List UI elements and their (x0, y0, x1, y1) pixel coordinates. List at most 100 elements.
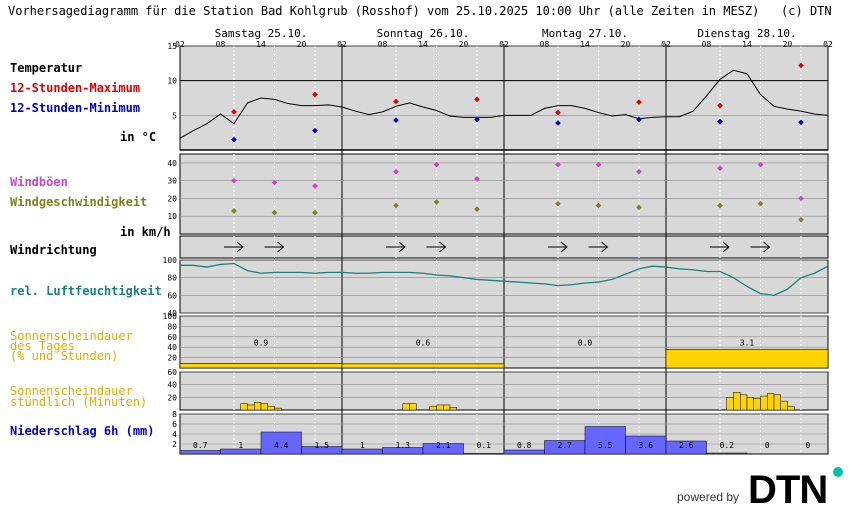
y-tick-label-wind: 30 (167, 177, 177, 186)
wind-direction-arrow (264, 241, 285, 253)
sun-hourly-bar (240, 403, 248, 411)
y-tick-label-temp: 15 (167, 42, 177, 51)
label-temperature: Temperatur (10, 61, 83, 75)
hour-tick-label: 14 (256, 40, 266, 49)
gust-marker (636, 168, 642, 175)
hour-tick-label: 20 (621, 40, 631, 49)
precip-label: 0.1 (477, 441, 492, 450)
y-tick-label-sun-daily: 60 (167, 333, 177, 342)
sun-daily-label: 0.9 (254, 339, 269, 348)
precip-bar (706, 452, 748, 455)
sun-hourly-bar (274, 407, 282, 411)
tmax-marker (717, 102, 723, 109)
windspeed-marker (798, 216, 804, 223)
tmin-marker (717, 118, 723, 125)
dtn-logo-text: DTN (748, 468, 828, 512)
label-tmax: 12-Stunden-Maximum (10, 81, 141, 95)
label-sun-daily-2: des Tages (10, 339, 76, 353)
y-tick-label-sun-hourly: 40 (167, 381, 177, 390)
windspeed-marker (757, 200, 764, 207)
gust-marker (433, 161, 440, 168)
tmin-marker (312, 127, 318, 134)
hour-tick-label: 08 (540, 40, 550, 49)
day-label: Dienstag 28.10. (697, 27, 796, 40)
dtn-logo: DTN (748, 468, 828, 513)
y-tick-label-humidity: 60 (167, 291, 177, 300)
hour-tick-label: 14 (580, 40, 590, 49)
sun-hourly-bar (787, 405, 795, 411)
tmin-marker (798, 119, 804, 126)
sun-daily-bar (179, 363, 343, 369)
label-precip: Niederschlag 6h (mm) (10, 424, 155, 438)
sun-daily-label: 3.1 (740, 339, 755, 348)
hour-tick-label: 14 (742, 40, 752, 49)
y-tick-label-precip: 6 (172, 420, 177, 429)
tmin-marker (555, 120, 561, 126)
precip-bar (179, 450, 221, 455)
y-tick-label-wind: 20 (167, 194, 177, 203)
day-label: Samstag 25.10. (215, 27, 308, 40)
precip-label: 1.5 (315, 441, 330, 450)
precip-label: 1 (360, 441, 365, 450)
precip-label: 2.1 (436, 441, 451, 450)
sun-daily-bar (665, 348, 829, 369)
sun-daily-label: 0.6 (416, 339, 431, 348)
hour-tick-label: 08 (216, 40, 226, 49)
precip-label: 0.7 (193, 441, 208, 450)
tmax-marker (231, 109, 237, 115)
y-tick-label-precip: 8 (172, 410, 177, 419)
wind-direction-arrow (426, 241, 447, 253)
y-tick-label-sun-daily: 20 (167, 354, 177, 363)
day-label: Sonntag 26.10. (377, 27, 470, 40)
hour-tick-label: 08 (702, 40, 712, 49)
sun-hourly-bar (247, 404, 255, 411)
tmin-marker (636, 116, 642, 123)
gust-marker (595, 161, 602, 168)
wind-direction-arrow (710, 241, 730, 253)
sun-hourly-bar (254, 402, 262, 411)
y-tick-label-temp: 10 (167, 77, 177, 86)
tmax-marker (393, 98, 399, 105)
sun-hourly-bar (733, 392, 741, 411)
y-tick-label-temp: 5 (172, 111, 177, 120)
precip-bar (665, 440, 707, 455)
y-tick-label-sun-hourly: 20 (167, 393, 177, 402)
humidity-line (180, 262, 829, 297)
y-tick-label-sun-daily: 40 (167, 343, 177, 352)
gust-marker (555, 161, 561, 168)
hour-tick-label: 14 (418, 40, 428, 49)
windspeed-marker (474, 206, 480, 212)
precip-label: 3.6 (639, 441, 654, 450)
precip-label: 0.8 (517, 441, 532, 450)
wind-direction-arrow (386, 241, 406, 253)
precip-bar (503, 449, 545, 455)
tmax-marker (555, 109, 561, 116)
label-wind-unit: in km/h (120, 225, 171, 239)
hour-tick-label: 02 (175, 40, 185, 49)
hour-tick-label: 20 (459, 40, 469, 49)
day-label: Montag 27.10. (542, 27, 628, 40)
sun-hourly-bar (443, 404, 451, 411)
hour-tick-label: 20 (783, 40, 793, 49)
windspeed-marker (312, 209, 318, 216)
label-windspeed: Windgeschwindigkeit (10, 195, 148, 209)
y-tick-label-precip: 4 (172, 430, 177, 439)
gust-marker (393, 168, 399, 175)
tmax-marker (474, 96, 480, 103)
y-tick-label-sun-daily: 100 (163, 312, 178, 321)
dtn-logo-dot (833, 467, 843, 477)
wind-direction-arrow (224, 241, 244, 253)
y-tick-label-sun-hourly: 60 (167, 368, 177, 377)
sun-hourly-bar (726, 397, 734, 411)
hour-tick-label: 08 (378, 40, 388, 49)
gust-marker (312, 183, 318, 189)
windspeed-marker (393, 202, 399, 209)
wind-direction-arrow (750, 241, 771, 253)
gust-marker (717, 165, 723, 172)
label-temp-unit: in °C (120, 130, 157, 144)
label-winddir: Windrichtung (10, 243, 97, 257)
page-title: Vorhersagediagramm für die Station Bad K… (8, 4, 832, 18)
windspeed-marker (595, 202, 602, 209)
sun-hourly-bar (409, 403, 417, 411)
